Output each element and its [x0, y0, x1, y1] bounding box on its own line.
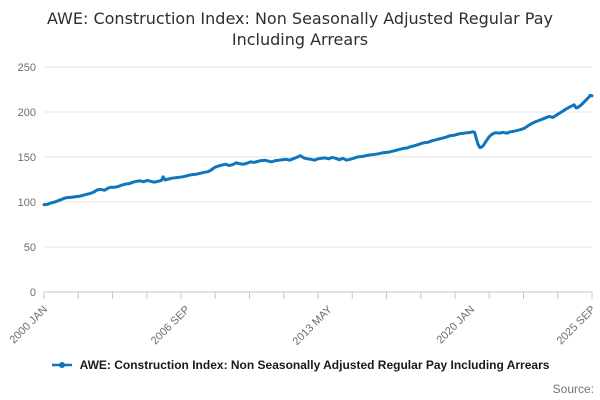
svg-text:200: 200: [18, 107, 36, 119]
svg-text:2020 JAN: 2020 JAN: [434, 304, 477, 347]
chart-title: AWE: Construction Index: Non Seasonally …: [46, 9, 554, 49]
source-caption: Source:: [552, 382, 594, 396]
x-axis-labels: 2000 JAN 2006 SEP 2013 MAY 2020 JAN 2025 SEP: [7, 303, 598, 348]
legend: AWE: Construction Index: Non Seasonally …: [0, 358, 600, 372]
series-line: [42, 93, 594, 207]
legend-line-marker-icon: [51, 362, 72, 368]
svg-text:50: 50: [24, 242, 36, 254]
y-axis-labels: 0 50 100 150 200 250: [18, 62, 36, 299]
svg-text:150: 150: [18, 152, 36, 164]
svg-text:0: 0: [30, 287, 36, 299]
svg-text:2025 SEP: 2025 SEP: [555, 304, 599, 348]
svg-text:250: 250: [18, 62, 36, 74]
svg-text:2006 SEP: 2006 SEP: [149, 304, 193, 348]
svg-text:2013 MAY: 2013 MAY: [291, 303, 336, 348]
svg-text:2000 JAN: 2000 JAN: [7, 304, 50, 347]
x-axis-ticks: [43, 292, 593, 299]
svg-text:100: 100: [18, 197, 36, 209]
legend-series-label[interactable]: AWE: Construction Index: Non Seasonally …: [79, 358, 550, 372]
y-gridlines: [44, 66, 592, 293]
